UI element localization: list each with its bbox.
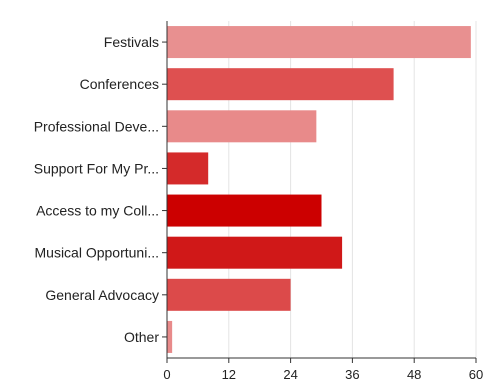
category-label: Conferences [80,76,159,92]
category-label: General Advocacy [45,287,159,303]
category-label: Professional Deve... [34,118,159,134]
bar [167,110,317,143]
x-tick-label: 24 [283,367,297,382]
bar [167,236,343,269]
category-label: Other [124,329,159,345]
x-tick-label: 36 [345,367,359,382]
bar [167,194,322,227]
category-labels: Festivals Conferences Professional Deve...… [34,34,160,345]
bar [167,152,209,185]
x-tick-label: 12 [222,367,236,382]
x-tick-label: 0 [163,367,170,382]
x-tick-label: 48 [407,367,421,382]
axes [162,21,477,363]
category-label: Access to my Coll... [36,203,159,219]
bar [167,278,291,311]
category-label: Festivals [104,34,159,50]
bar [167,320,173,353]
category-label: Musical Opportuni... [35,245,160,261]
bars [167,26,471,353]
tick-labels: 0 12 24 36 48 60 [163,367,483,382]
bar [167,26,471,59]
x-tick-label: 60 [469,367,483,382]
bar [167,68,394,101]
category-label: Support For My Pr... [34,160,159,176]
